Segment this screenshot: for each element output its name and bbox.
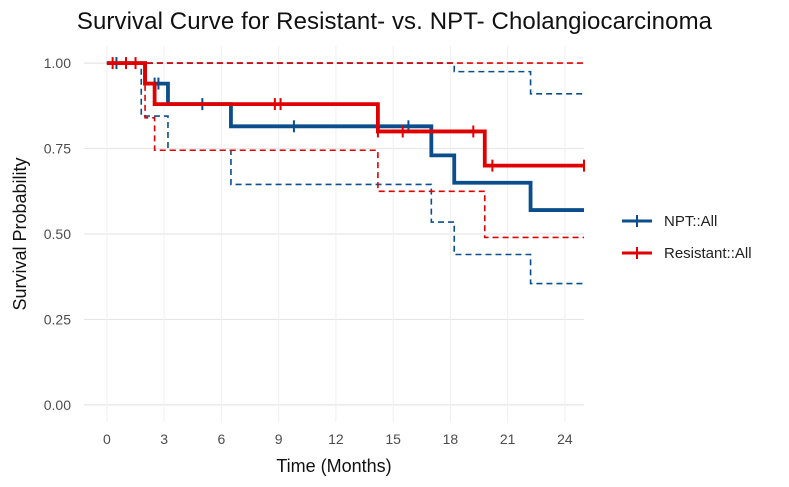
legend-key-npt [622,215,652,227]
x-tick-label: 21 [500,431,516,447]
x-tick-label: 6 [218,431,226,447]
x-tick-label: 18 [443,431,459,447]
x-tick-label: 12 [328,431,344,447]
ci-upper-npt [106,62,584,95]
x-tick-label: 24 [557,431,573,447]
legend-key-resistant [622,247,652,259]
legend-item-npt: NPT::All [620,205,752,237]
legend-label-resistant: Resistant::All [664,244,752,262]
x-tick-label: 3 [160,431,168,447]
y-tick-label: 1.00 [44,55,71,71]
y-tick-label: 0.00 [44,397,71,413]
y-tick-label: 0.75 [44,141,71,157]
legend-item-resistant: Resistant::All [620,237,752,269]
y-tick-label: 0.50 [44,226,71,242]
ci-lower-npt [106,62,584,285]
survival-line-npt [106,61,584,212]
y-tick-label: 0.25 [44,311,71,327]
y-axis-title: Survival Probability [10,157,30,310]
x-tick-label: 0 [103,431,111,447]
x-tick-label: 9 [275,431,283,447]
survival-line-resistant [106,61,584,168]
x-axis-title: Time (Months) [276,456,391,476]
legend: NPT::All Resistant::All [620,205,752,269]
x-tick-label: 15 [385,431,401,447]
chart-title: Survival Curve for Resistant- vs. NPT- C… [76,8,713,35]
ci-lower-resistant [106,62,584,239]
legend-label-npt: NPT::All [664,212,718,230]
